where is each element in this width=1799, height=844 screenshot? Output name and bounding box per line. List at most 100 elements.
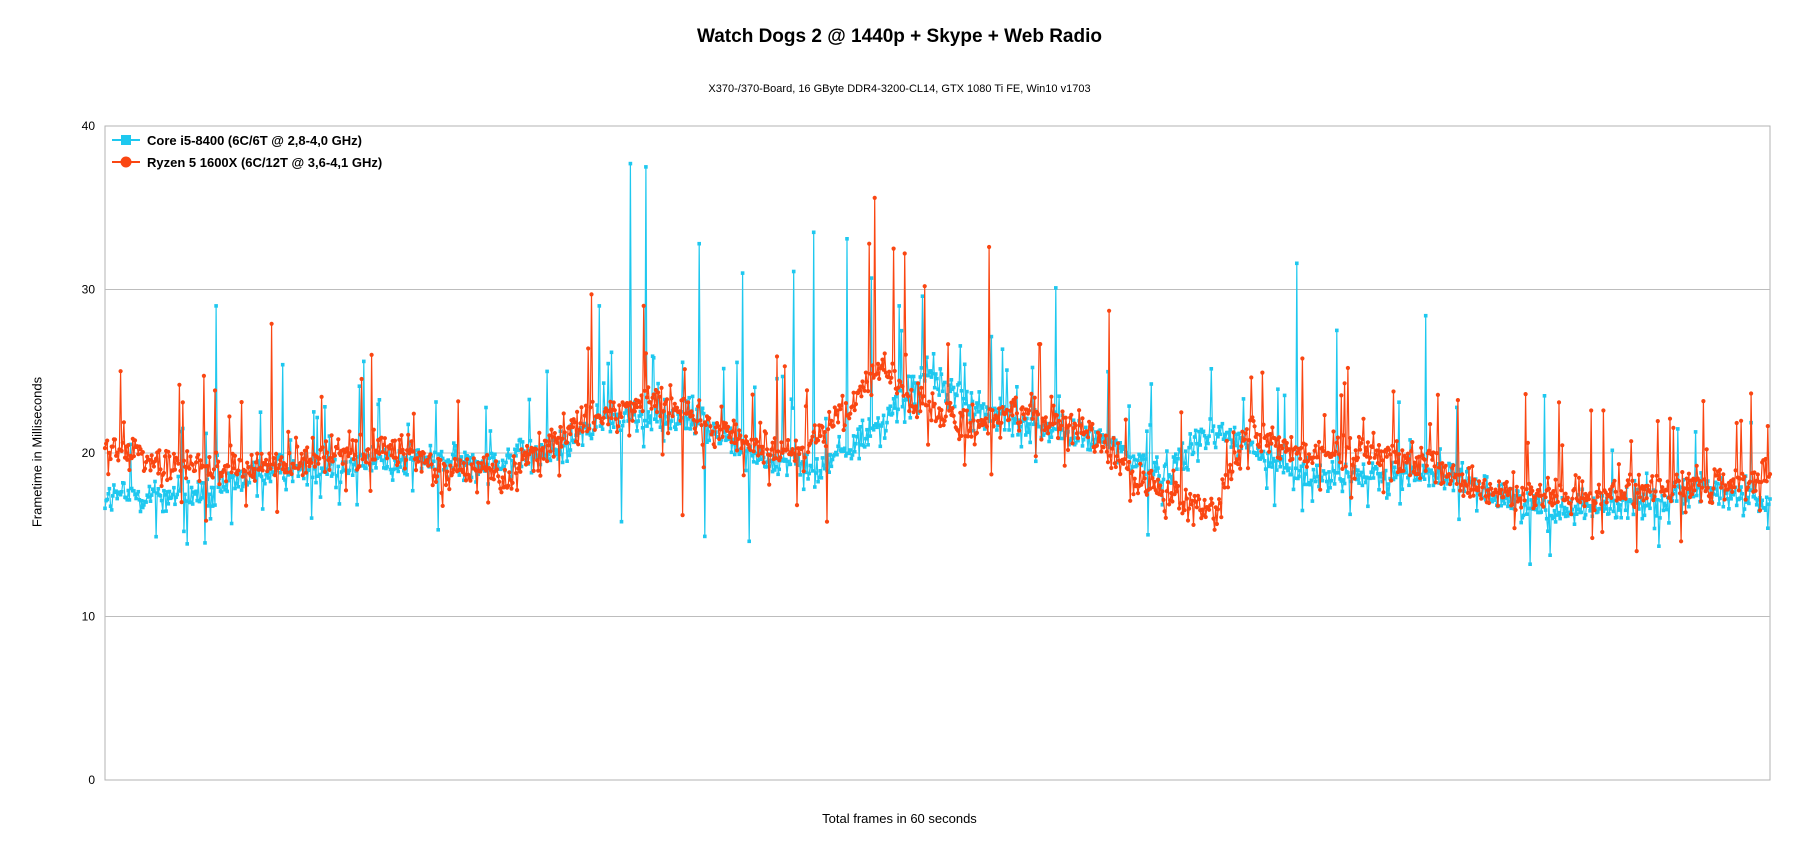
data-point: [1152, 479, 1157, 484]
data-point: [392, 438, 397, 443]
data-point: [549, 427, 554, 432]
data-point: [755, 461, 759, 465]
data-point: [877, 423, 881, 427]
data-point: [1313, 443, 1318, 448]
data-point: [413, 468, 419, 473]
data-point: [1435, 476, 1439, 480]
data-point: [430, 483, 435, 488]
data-point: [1283, 466, 1288, 470]
data-point: [448, 460, 453, 464]
data-point: [1357, 481, 1361, 485]
data-point: [740, 271, 745, 275]
data-point: [1644, 471, 1649, 476]
data-point: [1488, 481, 1493, 487]
data-point: [318, 495, 323, 499]
data-point: [229, 521, 234, 526]
data-point: [559, 444, 564, 449]
data-point: [823, 444, 829, 449]
data-point: [768, 453, 773, 458]
data-point: [928, 369, 933, 373]
data-point: [1513, 507, 1518, 513]
data-point: [621, 419, 626, 424]
data-point: [1219, 515, 1224, 520]
data-point: [447, 487, 452, 492]
data-point: [745, 449, 749, 453]
data-point: [120, 440, 125, 445]
data-point: [815, 457, 819, 461]
chart-title: Watch Dogs 2 @ 1440p + Skype + Web Radio: [697, 26, 1102, 47]
data-point: [882, 436, 887, 440]
data-point: [527, 452, 532, 457]
data-point: [665, 421, 669, 425]
data-point: [1250, 415, 1255, 420]
data-point: [793, 438, 799, 443]
data-point: [178, 468, 183, 473]
data-point: [1022, 416, 1027, 421]
data-point: [400, 447, 405, 452]
data-point: [226, 471, 231, 475]
data-point: [438, 457, 443, 463]
data-point: [1607, 511, 1611, 516]
data-point: [458, 458, 463, 463]
data-point: [650, 395, 655, 400]
data-point: [960, 413, 965, 418]
data-point: [1282, 393, 1287, 398]
data-point: [549, 447, 554, 451]
data-point: [437, 468, 442, 473]
data-point: [821, 463, 826, 468]
data-point: [773, 456, 779, 461]
data-point: [205, 464, 210, 469]
data-point: [1400, 487, 1405, 491]
data-point: [1518, 496, 1523, 501]
data-point: [297, 464, 302, 469]
data-point: [920, 401, 925, 406]
data-point: [935, 376, 939, 381]
data-point: [1287, 466, 1291, 470]
data-point: [1183, 487, 1188, 492]
data-point: [1304, 464, 1309, 469]
data-point: [829, 418, 834, 423]
data-point: [1031, 422, 1036, 427]
data-point: [1309, 478, 1314, 483]
data-point: [901, 398, 906, 402]
data-point: [1482, 477, 1487, 483]
data-point: [776, 472, 780, 477]
data-point: [1664, 507, 1669, 512]
data-point: [345, 446, 350, 451]
data-point: [1145, 429, 1149, 433]
data-point: [888, 380, 893, 385]
data-point: [770, 440, 775, 445]
data-point: [880, 421, 885, 425]
data-point: [535, 458, 540, 463]
data-point: [151, 487, 155, 491]
data-point: [581, 423, 586, 428]
data-point: [500, 475, 505, 480]
data-point: [689, 423, 694, 427]
data-point: [1035, 412, 1041, 417]
data-point: [769, 459, 774, 464]
data-point: [1345, 365, 1350, 371]
data-point: [233, 486, 237, 491]
data-point: [760, 444, 765, 449]
data-point: [1674, 499, 1679, 503]
data-point: [1435, 392, 1440, 397]
data-point: [287, 467, 292, 472]
data-point: [149, 453, 154, 458]
data-point: [1203, 446, 1208, 451]
data-point: [695, 407, 699, 412]
data-point: [485, 453, 490, 458]
data-point: [790, 447, 795, 452]
data-point: [1032, 395, 1037, 400]
data-point: [1719, 485, 1724, 490]
data-point: [396, 460, 401, 465]
data-point: [1648, 506, 1652, 511]
data-point: [347, 468, 352, 473]
data-point: [1456, 472, 1462, 477]
data-point: [1320, 478, 1325, 483]
data-point: [250, 474, 255, 479]
data-point: [1660, 493, 1665, 498]
data-point: [1329, 478, 1334, 483]
data-point: [937, 393, 941, 397]
data-point: [138, 447, 143, 452]
data-point: [1753, 496, 1758, 501]
